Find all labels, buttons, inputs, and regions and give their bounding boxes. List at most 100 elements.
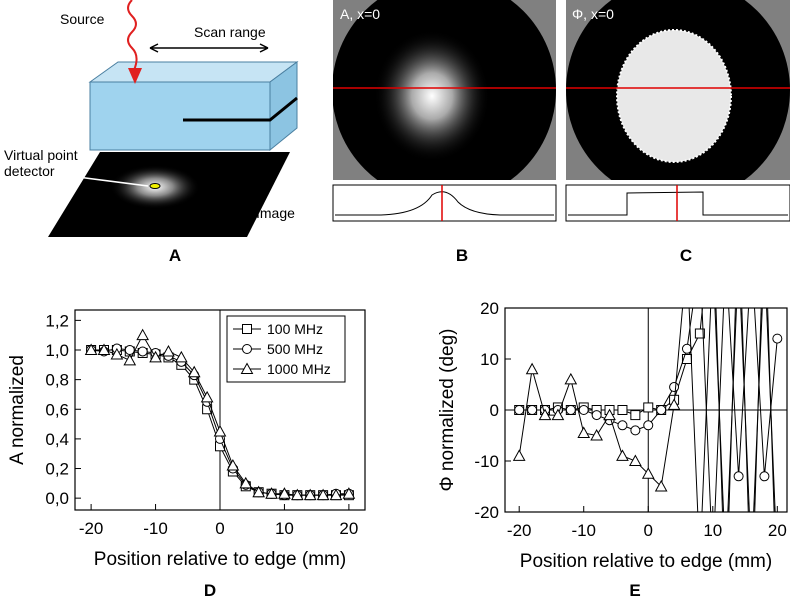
- marker: [590, 428, 603, 441]
- marker: [747, 253, 756, 262]
- marker: [187, 365, 201, 378]
- marker: [136, 328, 150, 341]
- marker: [538, 408, 552, 421]
- y-tick-label: 1,0: [45, 341, 69, 360]
- x-tick-label: 0: [644, 521, 653, 540]
- legend: 100 MHz 500 MHz 1000 MHz: [226, 315, 346, 383]
- plot: [84, 328, 356, 501]
- marker: [630, 410, 641, 421]
- x-tick-label: 20: [768, 521, 787, 540]
- image-caption: A, x=0: [340, 6, 380, 22]
- marker: [772, 558, 783, 568]
- marker: [525, 362, 539, 375]
- marker: [721, 253, 730, 262]
- profile: [568, 191, 788, 216]
- y-tick-label: 0,6: [45, 400, 69, 419]
- marker: [643, 420, 654, 431]
- panel-label: C: [680, 246, 692, 265]
- marker: [772, 333, 783, 344]
- marker: [329, 488, 343, 501]
- marker: [694, 328, 705, 339]
- image-blob: [616, 29, 732, 163]
- marker: [303, 488, 317, 501]
- panel-label: E: [629, 581, 640, 600]
- y-axis-label: Φ normalized (deg): [437, 328, 458, 491]
- marker: [759, 252, 770, 262]
- marker: [681, 343, 692, 354]
- y-tick-label: 0,0: [45, 489, 69, 508]
- image-b: A, x=0: [332, 0, 557, 222]
- legend-label: 100 MHz: [267, 321, 323, 337]
- diagram-text: Source: [60, 11, 105, 27]
- x-tick-label: 0: [215, 519, 224, 538]
- x-axis-label: Position relative to edge (mm): [94, 549, 346, 570]
- legend-label: 500 MHz: [267, 341, 323, 357]
- box-side: [269, 61, 298, 152]
- image-c: Φ, x=0: [565, 0, 790, 222]
- marker: [514, 405, 525, 415]
- diagram-text: Image: [256, 205, 295, 221]
- panel-label: D: [204, 581, 216, 600]
- marker: [577, 426, 591, 438]
- marker: [641, 467, 655, 479]
- profile-box: [565, 184, 790, 222]
- detector-pointer: [61, 174, 149, 187]
- marker: [342, 487, 356, 499]
- marker: [695, 253, 704, 262]
- source-arrowhead: [128, 68, 142, 84]
- marker: [265, 487, 278, 499]
- y-tick-label: 10: [480, 350, 499, 369]
- marker: [707, 252, 718, 262]
- y-tick-label: -20: [474, 503, 499, 522]
- y-tick-label: 0,2: [45, 460, 69, 479]
- marker: [252, 485, 266, 498]
- marker: [213, 424, 227, 437]
- marker: [564, 372, 578, 385]
- chart: -20 -10 0 10 20 -20 -10 0 10 20 Position relative …: [437, 252, 788, 572]
- chart: -20 -10 0 10 20 0,0 0,2 0,4 0,6 0,8 1,0 1,2 Position…: [7, 309, 366, 570]
- marker: [278, 487, 291, 499]
- x-tick-label: -20: [79, 519, 104, 538]
- diagram-text: Scan range: [194, 24, 266, 40]
- marker: [226, 459, 240, 471]
- marker: [290, 488, 304, 501]
- source-ray: [127, 0, 138, 71]
- image-blob: [374, 30, 490, 162]
- marker: [527, 405, 538, 415]
- marker: [200, 390, 214, 403]
- marker: [617, 405, 628, 415]
- plot: [512, 252, 783, 568]
- marker: [667, 398, 681, 410]
- marker: [242, 344, 252, 354]
- diagram: Source Scan range Virtual point detector…: [4, 0, 299, 237]
- marker: [512, 449, 526, 461]
- marker: [149, 350, 162, 363]
- profile: [335, 191, 554, 216]
- x-tick-label: -10: [143, 519, 168, 538]
- y-axis-label: A normalized: [7, 355, 28, 465]
- marker: [565, 405, 576, 415]
- panel-label: B: [456, 246, 468, 265]
- x-axis-label: Position relative to edge (mm): [520, 551, 772, 572]
- x-tick-label: 10: [275, 519, 294, 538]
- marker: [97, 343, 111, 355]
- marker: [239, 476, 253, 489]
- y-tick-label: 0,8: [45, 371, 69, 390]
- point-detector: [149, 183, 161, 189]
- x-tick-label: -20: [507, 521, 532, 540]
- marker: [617, 420, 628, 431]
- marker: [123, 353, 137, 366]
- marker: [242, 324, 252, 334]
- diagram-text: Virtual point: [4, 147, 78, 163]
- marker: [578, 405, 589, 415]
- marker: [110, 347, 124, 360]
- marker: [603, 408, 616, 421]
- scan-arrow: [149, 43, 269, 53]
- marker: [137, 346, 148, 357]
- x-tick-label: -10: [571, 521, 596, 540]
- marker: [629, 454, 642, 466]
- diagram-text: detector: [4, 163, 55, 179]
- marker: [656, 405, 667, 415]
- marker: [654, 479, 668, 492]
